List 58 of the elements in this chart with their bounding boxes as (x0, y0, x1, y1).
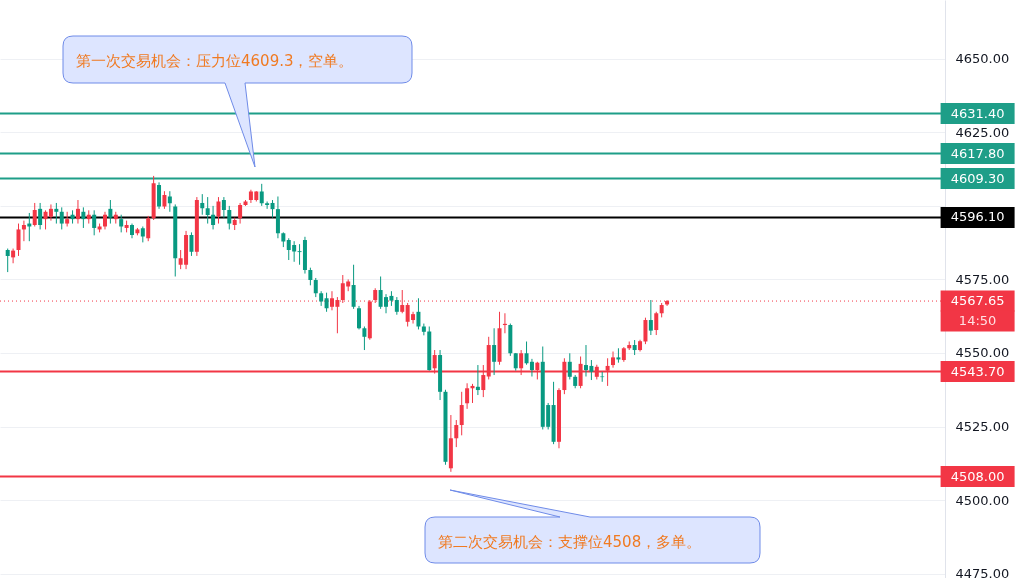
candlestick (238, 202, 243, 225)
candlestick (454, 419, 459, 448)
annotation: 第二次交易机会：支撑位4508，多单。 (438, 533, 702, 551)
candlestick (313, 277, 318, 298)
candlestick (32, 202, 37, 227)
y-tick-label: 4625.00 (955, 124, 1010, 140)
candlestick (167, 190, 172, 213)
ref-line-label: 4617.80 (950, 145, 1005, 161)
text: 14:50 (958, 313, 997, 329)
candlestick (654, 311, 659, 336)
y-tick-label: 4525.00 (955, 419, 1010, 435)
candlestick (59, 206, 64, 230)
candlestick (324, 292, 329, 313)
candlestick (189, 231, 194, 257)
candlestick (221, 196, 226, 219)
candlestick (459, 391, 464, 436)
candlestick (216, 196, 221, 225)
candlestick (211, 205, 216, 230)
candlestick (146, 215, 151, 242)
candlestick (475, 364, 480, 396)
y-tick-label: 4550.00 (955, 345, 1010, 361)
candlestick (81, 206, 86, 229)
y-tick-label: 4475.00 (955, 566, 1010, 578)
y-tick-label: 4500.00 (955, 492, 1010, 508)
candlestick (616, 347, 621, 364)
annotation: 第一次交易机会：压力位4609.3，空单。 (76, 52, 354, 70)
candlestick (205, 196, 210, 225)
candlestick (465, 382, 470, 410)
candlestick (16, 223, 21, 257)
candlestick (648, 299, 653, 336)
ref-line-label: 4567.65 (950, 293, 1005, 309)
candlestick (362, 326, 367, 351)
candlestick (611, 351, 616, 369)
ref-line-label: 4609.30 (950, 170, 1005, 186)
candlestick (108, 199, 113, 225)
ref-line-label: 4631.40 (950, 105, 1005, 121)
candlestick (38, 202, 43, 230)
ref-line-label: 4508.00 (950, 468, 1005, 484)
candlestick (351, 264, 356, 310)
candlestick (227, 205, 232, 230)
candlestick (492, 327, 497, 376)
candlestick (421, 323, 426, 336)
candlestick (54, 202, 59, 225)
y-tick-label: 4575.00 (955, 271, 1010, 287)
candlestick (357, 305, 361, 330)
y-tick-label: 4650.00 (955, 51, 1010, 67)
candlestick (5, 248, 10, 273)
candlestick (157, 181, 162, 210)
candlestick (75, 199, 80, 225)
ref-line-label: 4543.70 (950, 363, 1005, 379)
candlestick (265, 200, 270, 210)
candlestick (92, 209, 97, 236)
candlestick (48, 203, 53, 222)
candlestick (259, 183, 264, 207)
candlestick (567, 352, 572, 380)
ref-line-label: 4596.10 (950, 209, 1005, 225)
candlestick (416, 297, 421, 330)
candlestick (200, 193, 205, 216)
